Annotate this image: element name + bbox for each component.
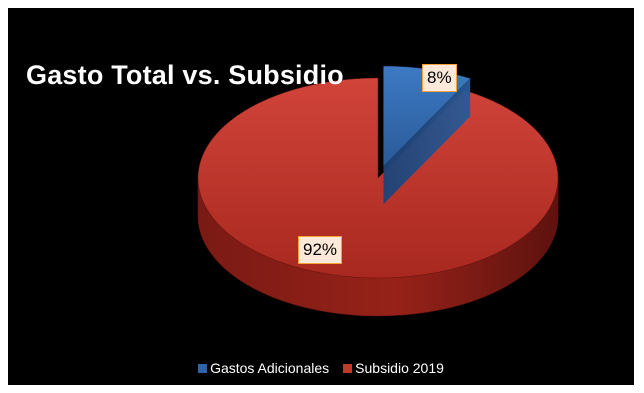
legend-swatch-gastos-adicionales xyxy=(198,363,208,373)
legend-label-subsidio-2019: Subsidio 2019 xyxy=(355,360,444,376)
data-label-subsidio-2019: 92% xyxy=(298,236,343,264)
chart-area: Gasto Total vs. Subsidio 8% 92% Gastos A… xyxy=(8,8,634,385)
legend-item-subsidio-2019: Subsidio 2019 xyxy=(343,360,444,376)
legend-swatch-subsidio-2019 xyxy=(343,363,353,373)
pie-slice-subsidio-2019 xyxy=(197,77,559,317)
legend-label-gastos-adicionales: Gastos Adicionales xyxy=(210,360,330,376)
chart-title: Gasto Total vs. Subsidio xyxy=(26,60,344,90)
data-label-gastos-adicionales: 8% xyxy=(422,64,457,92)
pie-chart xyxy=(197,65,559,317)
chart-legend: Gastos Adicionales Subsidio 2019 xyxy=(8,360,634,376)
legend-item-gastos-adicionales: Gastos Adicionales xyxy=(198,360,329,376)
